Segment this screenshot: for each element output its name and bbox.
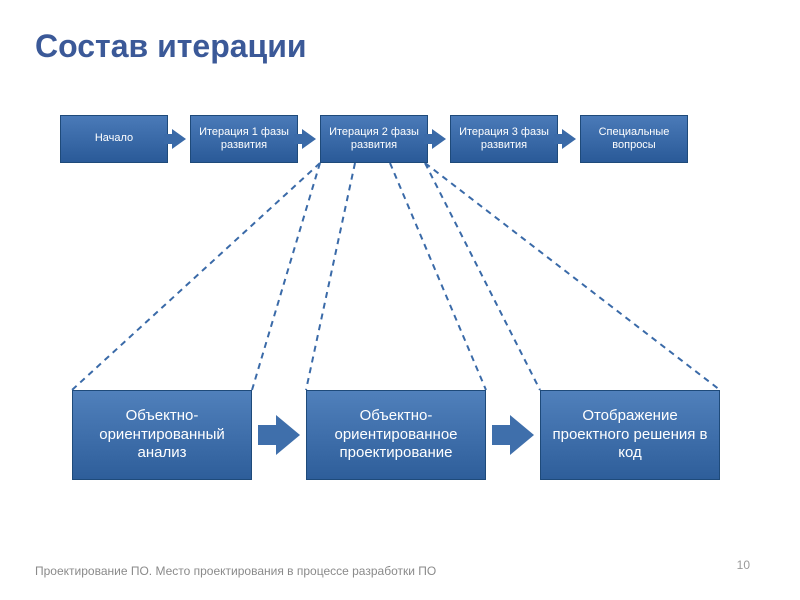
arrow-icon — [302, 129, 316, 149]
top-box-special: Специальные вопросы — [580, 115, 688, 163]
bottom-box-code: Отображение проектного решения в код — [540, 390, 720, 480]
arrow-icon — [432, 129, 446, 149]
bottom-flow-row: Объектно-ориентированный анализ Объектно… — [72, 390, 720, 480]
bottom-box-design: Объектно-ориентированное проектирование — [306, 390, 486, 480]
top-box-iter1: Итерация 1 фазы развития — [190, 115, 298, 163]
arrow-icon — [562, 129, 576, 149]
page-number: 10 — [737, 558, 750, 572]
slide-title: Состав итерации — [35, 28, 307, 65]
bottom-box-analysis: Объектно-ориентированный анализ — [72, 390, 252, 480]
big-arrow-icon — [258, 415, 300, 455]
top-flow-row: Начало Итерация 1 фазы развития Итерация… — [60, 115, 688, 163]
top-box-iter3: Итерация 3 фазы развития — [450, 115, 558, 163]
big-arrow-icon — [492, 415, 534, 455]
top-box-start: Начало — [60, 115, 168, 163]
footer-text: Проектирование ПО. Место проектирования … — [35, 564, 555, 580]
top-box-iter2: Итерация 2 фазы развития — [320, 115, 428, 163]
dashed-connectors — [0, 0, 800, 600]
arrow-icon — [172, 129, 186, 149]
